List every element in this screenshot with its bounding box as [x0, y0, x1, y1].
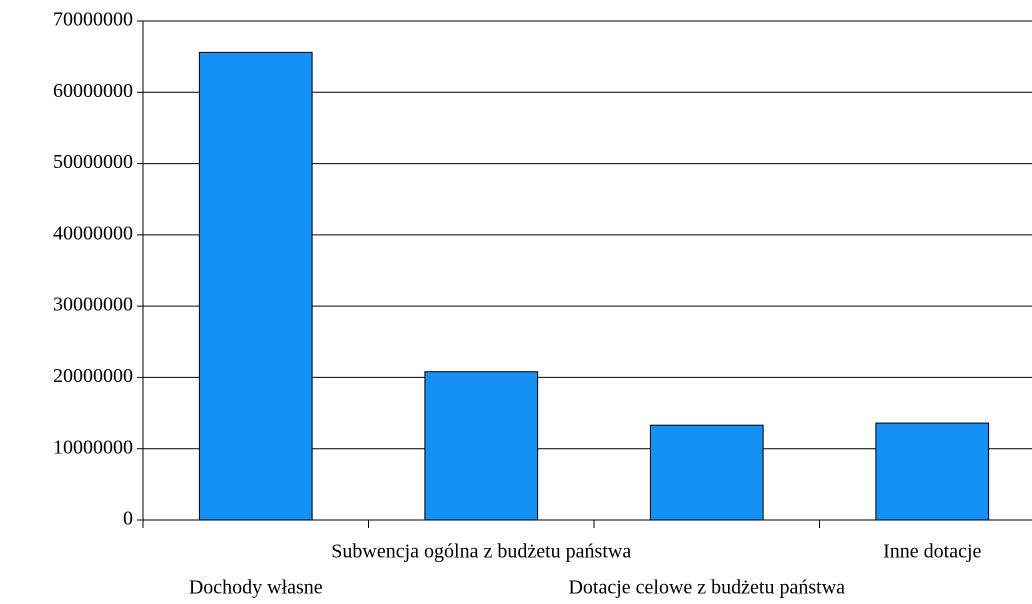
y-tick-label: 30000000: [53, 294, 133, 316]
bar: [198, 51, 313, 521]
x-tick-label: Inne dotacje: [883, 541, 981, 563]
y-tick-label: 60000000: [53, 80, 133, 102]
y-tick-label: 70000000: [53, 9, 133, 31]
y-tick-label: 40000000: [53, 222, 133, 244]
bar: [875, 422, 990, 521]
y-tick-label: 50000000: [53, 151, 133, 173]
bar: [649, 424, 764, 521]
y-tick-label: 20000000: [53, 365, 133, 387]
bar: [424, 371, 539, 521]
x-tick-label: Dotacje celowe z budżetu państwa: [568, 577, 845, 599]
y-tick-label: 0: [123, 508, 133, 530]
y-tick-label: 10000000: [53, 436, 133, 458]
x-tick-label: Subwencja ogólna z budżetu państwa: [331, 541, 631, 563]
x-tick-label: Dochody własne: [189, 577, 323, 599]
